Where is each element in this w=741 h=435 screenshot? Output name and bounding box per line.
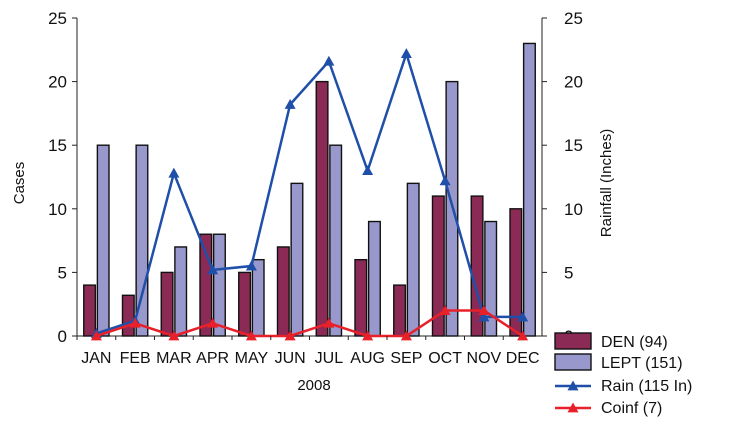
bar-den — [509, 208, 523, 337]
y-tick-label: 25 — [48, 9, 67, 28]
y-tick-label: 20 — [48, 73, 67, 92]
point-coinf — [362, 330, 374, 341]
point-rain — [362, 165, 374, 176]
x-tick-label: AUG — [350, 350, 385, 367]
x-tick-label: SEP — [390, 350, 422, 367]
bar-lept — [484, 220, 498, 337]
bar-lept — [406, 182, 420, 337]
point-coinf — [478, 305, 490, 315]
bar-lept — [174, 246, 188, 337]
point-coinf — [284, 330, 296, 341]
point-rain — [168, 167, 180, 178]
point-coinf — [90, 330, 102, 341]
y-tick-label: 5 — [58, 263, 67, 282]
lines-layer — [90, 48, 529, 341]
y2-axis-label: Rainfall (Inches) — [598, 129, 615, 237]
bars-layer — [83, 42, 536, 337]
legend-marker-rain — [567, 380, 579, 391]
legend-marker-coinf — [567, 402, 579, 413]
x-tick-label: DEC — [506, 350, 540, 367]
bar-den — [470, 195, 484, 337]
bar-den — [83, 284, 97, 337]
point-coinf — [439, 305, 451, 315]
bar-lept — [290, 182, 304, 337]
y-tick-label: 15 — [48, 136, 67, 155]
bar-lept — [251, 258, 265, 337]
point-coinf — [245, 330, 257, 341]
point-rain — [284, 98, 296, 109]
y2-tick-label: 5 — [564, 263, 573, 282]
y2-tick-label: 15 — [564, 136, 583, 155]
bar-lept — [135, 144, 149, 337]
legend-swatch-lept — [554, 353, 592, 371]
x-axis-label: 2008 — [297, 377, 330, 394]
bar-lept — [212, 233, 226, 337]
bar-den — [276, 246, 290, 337]
legend-label-lept: LEPT (151) — [601, 355, 683, 372]
bar-den — [199, 233, 213, 337]
bar-den — [315, 80, 329, 337]
bar-den — [160, 271, 174, 337]
legend-label-den: DEN (94) — [601, 334, 668, 351]
x-tick-label: JUL — [315, 350, 344, 367]
x-tick-label: JAN — [81, 350, 111, 367]
point-coinf — [168, 330, 180, 341]
x-tick-label: OCT — [428, 350, 462, 367]
bar-den — [121, 294, 135, 337]
bar-den — [393, 284, 407, 337]
point-coinf — [207, 317, 219, 328]
legend-label-coinf: Coinf (7) — [601, 400, 662, 417]
bar-den — [354, 258, 368, 337]
x-tick-label: JUN — [275, 350, 306, 367]
axes-layer: 05101520250510152025JANFEBMARAPRMAYJUNJU… — [48, 9, 583, 367]
point-rain — [439, 175, 451, 186]
y-tick-label: 0 — [58, 327, 67, 346]
y-tick-label: 10 — [48, 200, 67, 219]
x-tick-label: MAY — [235, 350, 269, 367]
point-coinf — [517, 330, 529, 341]
point-rain — [400, 48, 412, 59]
legend: DEN (94) LEPT (151) Rain (115 In) Coinf (7) — [554, 332, 692, 417]
y2-tick-label: 25 — [564, 9, 583, 28]
point-coinf — [323, 317, 335, 328]
point-rain — [245, 260, 257, 271]
point-rain — [478, 311, 490, 322]
x-tick-label: MAR — [156, 350, 192, 367]
bar-den — [431, 195, 445, 337]
y-axis-label: Cases — [11, 162, 28, 205]
bar-lept — [522, 42, 536, 337]
x-tick-label: APR — [196, 350, 229, 367]
legend-swatch-den — [554, 332, 592, 350]
point-rain — [323, 55, 335, 66]
line-coinf — [95, 309, 524, 338]
point-coinf — [129, 317, 141, 328]
x-tick-label: FEB — [120, 350, 151, 367]
legend-label-rain: Rain (115 In) — [601, 378, 692, 395]
point-rain — [517, 311, 529, 322]
line-rain — [95, 49, 523, 335]
bar-lept — [96, 144, 110, 337]
bar-lept — [329, 144, 343, 337]
x-tick-label: NOV — [467, 350, 502, 367]
point-rain — [207, 264, 219, 275]
bar-lept — [367, 220, 381, 337]
bar-den — [238, 271, 252, 337]
point-coinf — [400, 330, 412, 341]
y2-tick-label: 10 — [564, 200, 583, 219]
y2-tick-label: 20 — [564, 73, 583, 92]
